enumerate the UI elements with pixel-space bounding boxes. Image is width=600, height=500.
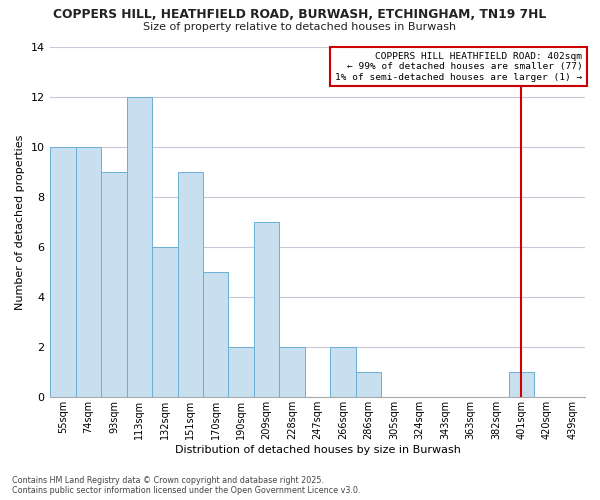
Bar (280, 347, 305, 398)
Bar (229, 347, 254, 398)
Bar (254, 222, 280, 398)
Bar (178, 172, 203, 398)
Bar (509, 372, 534, 398)
Bar (331, 347, 356, 398)
Bar (101, 172, 127, 398)
X-axis label: Distribution of detached houses by size in Burwash: Distribution of detached houses by size … (175, 445, 461, 455)
Bar (76, 146, 101, 398)
Bar (356, 372, 381, 398)
Text: COPPERS HILL, HEATHFIELD ROAD, BURWASH, ETCHINGHAM, TN19 7HL: COPPERS HILL, HEATHFIELD ROAD, BURWASH, … (53, 8, 547, 20)
Text: COPPERS HILL HEATHFIELD ROAD: 402sqm
← 99% of detached houses are smaller (77)
1: COPPERS HILL HEATHFIELD ROAD: 402sqm ← 9… (335, 52, 583, 82)
Bar (50, 146, 76, 398)
Y-axis label: Number of detached properties: Number of detached properties (15, 134, 25, 310)
Text: Contains HM Land Registry data © Crown copyright and database right 2025.
Contai: Contains HM Land Registry data © Crown c… (12, 476, 361, 495)
Bar (203, 272, 229, 398)
Bar (152, 247, 178, 398)
Bar (127, 96, 152, 398)
Text: Size of property relative to detached houses in Burwash: Size of property relative to detached ho… (143, 22, 457, 32)
